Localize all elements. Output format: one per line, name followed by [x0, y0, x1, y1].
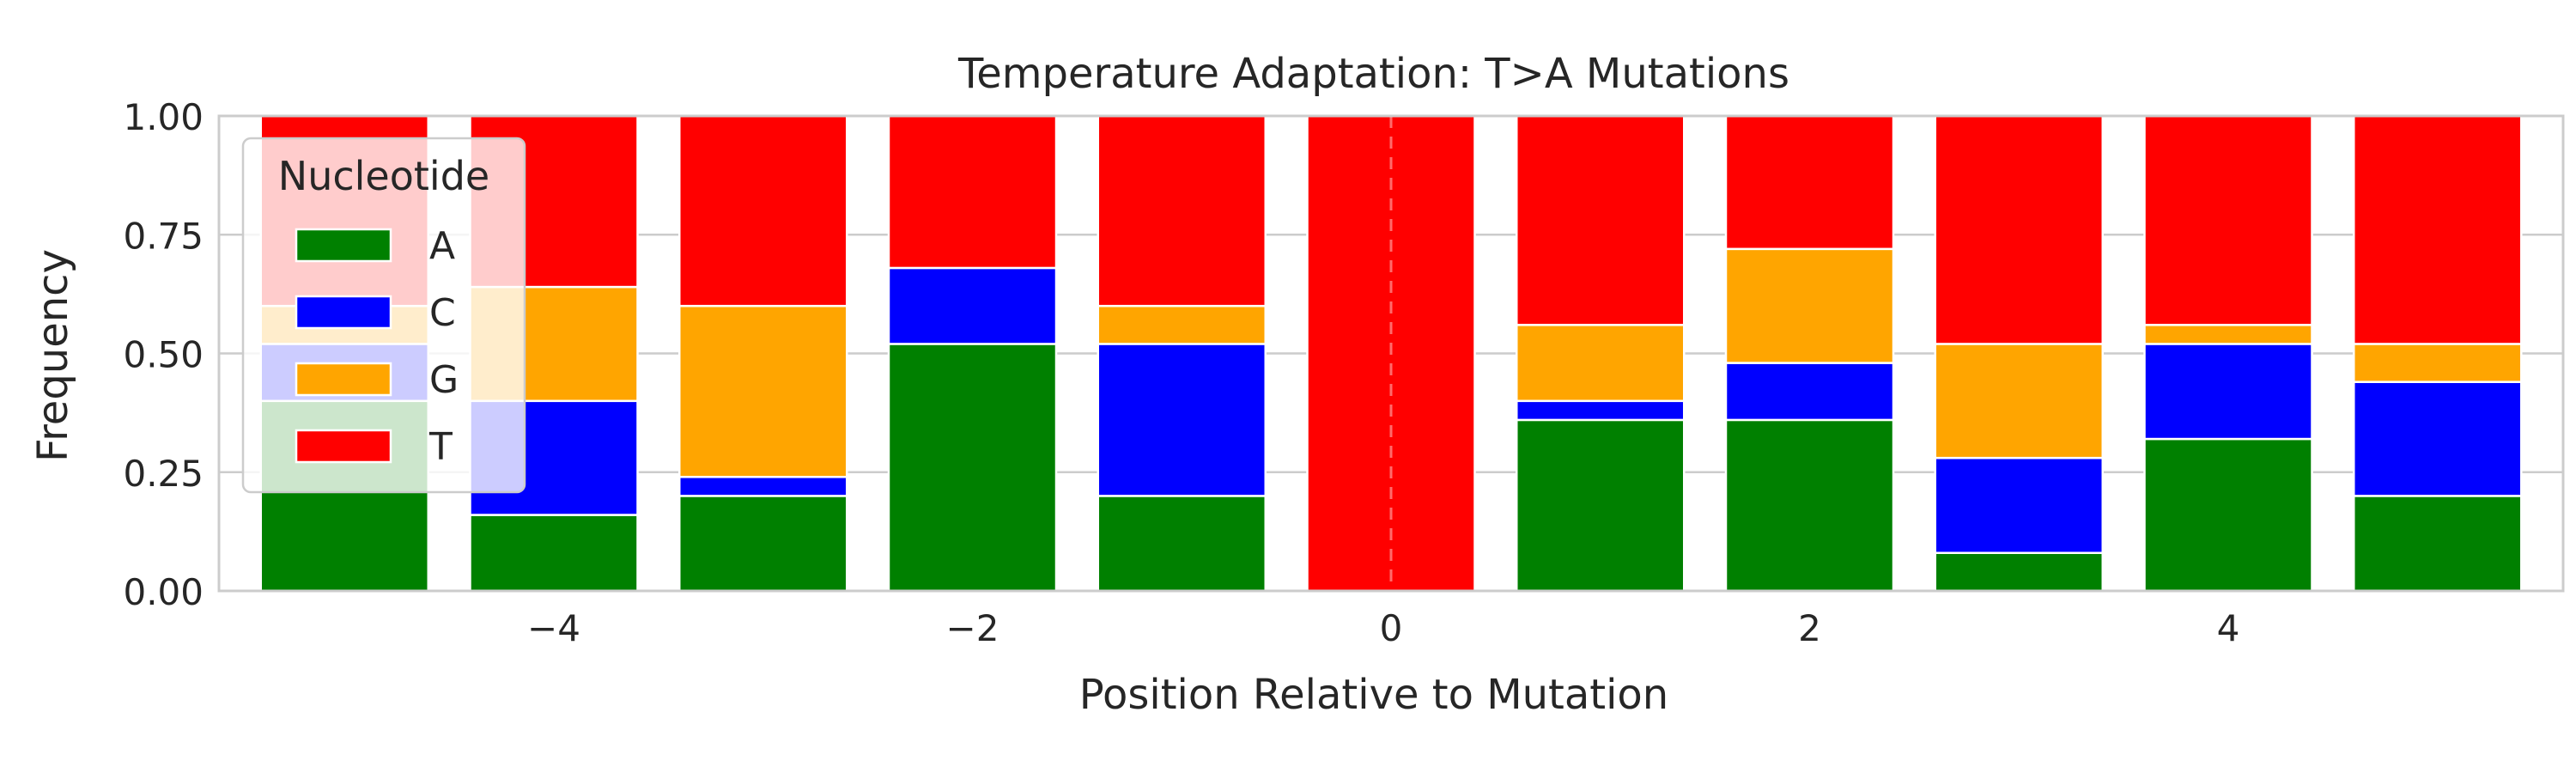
bar-segment-g: [1934, 343, 2104, 460]
bar-segment-a: [1934, 551, 2104, 593]
legend-label-c: C: [429, 291, 456, 335]
bar-segment-a: [1724, 418, 1895, 593]
legend-swatch-t: [295, 429, 392, 464]
y-axis-label: Frequency: [29, 249, 77, 462]
x-tick-label: 4: [2217, 607, 2240, 649]
bar-segment-c: [1516, 399, 1686, 422]
bar-segment-g: [2143, 324, 2313, 345]
bar-segment-c: [678, 476, 848, 497]
x-tick-label: 2: [1798, 607, 1821, 649]
bar-segment-g: [1097, 304, 1267, 345]
bar-segment-a: [2143, 437, 2313, 593]
bar-segment-c: [1097, 343, 1267, 497]
bar-segment-a: [887, 343, 1058, 593]
legend-swatch-a: [295, 228, 392, 263]
x-axis-label: Position Relative to Mutation: [1079, 671, 1668, 719]
legend-swatch-c: [295, 295, 392, 330]
legend-label-t: T: [428, 425, 453, 469]
bar-segment-t: [1724, 114, 1895, 251]
bar-segment-c: [2353, 380, 2523, 497]
bar-segment-a: [1516, 418, 1686, 593]
x-tick-label: −2: [946, 607, 999, 649]
bar-segment-g: [1516, 324, 1686, 403]
legend-label-a: A: [429, 224, 455, 268]
bar-segment-t: [678, 114, 848, 307]
x-tick-label: −4: [527, 607, 580, 649]
y-tick-label: 0.50: [123, 334, 204, 376]
legend-title: Nucleotide: [278, 153, 489, 199]
bar-segment-g: [2353, 343, 2523, 383]
bar-segment-c: [1934, 456, 2104, 555]
y-tick-label: 0.75: [123, 215, 204, 257]
bar-segment-g: [1724, 247, 1895, 364]
legend-label-g: G: [429, 358, 459, 402]
bar-segment-g: [678, 304, 848, 478]
bar-segment-t: [887, 114, 1058, 270]
y-tick-label: 0.25: [123, 453, 204, 495]
x-tick-label: 0: [1380, 607, 1403, 649]
bar-segment-a: [469, 514, 639, 593]
tick-labels: 0.00 0.25 0.50 0.75 1.00 −4 −2 0 2 4: [123, 96, 2239, 649]
bar-segment-a: [678, 495, 848, 593]
bar-segment-t: [2353, 114, 2523, 345]
legend-swatch-g: [295, 362, 392, 397]
bar-segment-t: [1097, 114, 1267, 307]
bar-segment-t: [2143, 114, 2313, 326]
y-tick-label: 0.00: [123, 571, 204, 613]
bar-segment-a: [1097, 495, 1267, 593]
bar-segment-a: [2353, 495, 2523, 593]
y-tick-label: 1.00: [123, 96, 204, 138]
plot-frame: [217, 114, 2565, 593]
bar-segment-t: [1934, 114, 2104, 345]
bar-segment-c: [1724, 362, 1895, 422]
bar-segment-c: [2143, 343, 2313, 441]
bar-segment-c: [887, 266, 1058, 345]
chart-title: Temperature Adaptation: T>A Mutations: [957, 50, 1789, 98]
bar-segment-t: [1516, 114, 1686, 326]
